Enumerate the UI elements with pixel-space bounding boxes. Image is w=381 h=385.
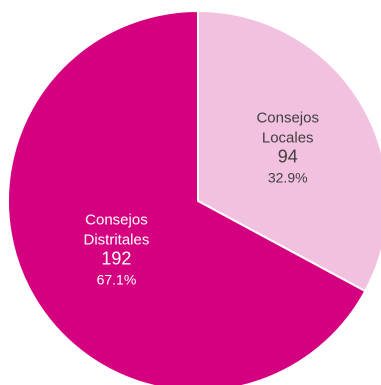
slice-value: 94 [278,146,298,166]
slice-name-line-1: Consejos [85,212,148,229]
slice-value: 192 [101,249,131,269]
pie-slice-1 [197,9,381,293]
slice-percent: 32.9% [268,169,308,185]
slice-name-line-2: Locales [262,129,314,146]
slice-name-line-2: Distritales [84,232,150,249]
slice-name-line-1: Consejos [256,109,319,126]
pie-slice-2 [7,9,367,385]
slice-percent: 67.1% [97,272,137,288]
